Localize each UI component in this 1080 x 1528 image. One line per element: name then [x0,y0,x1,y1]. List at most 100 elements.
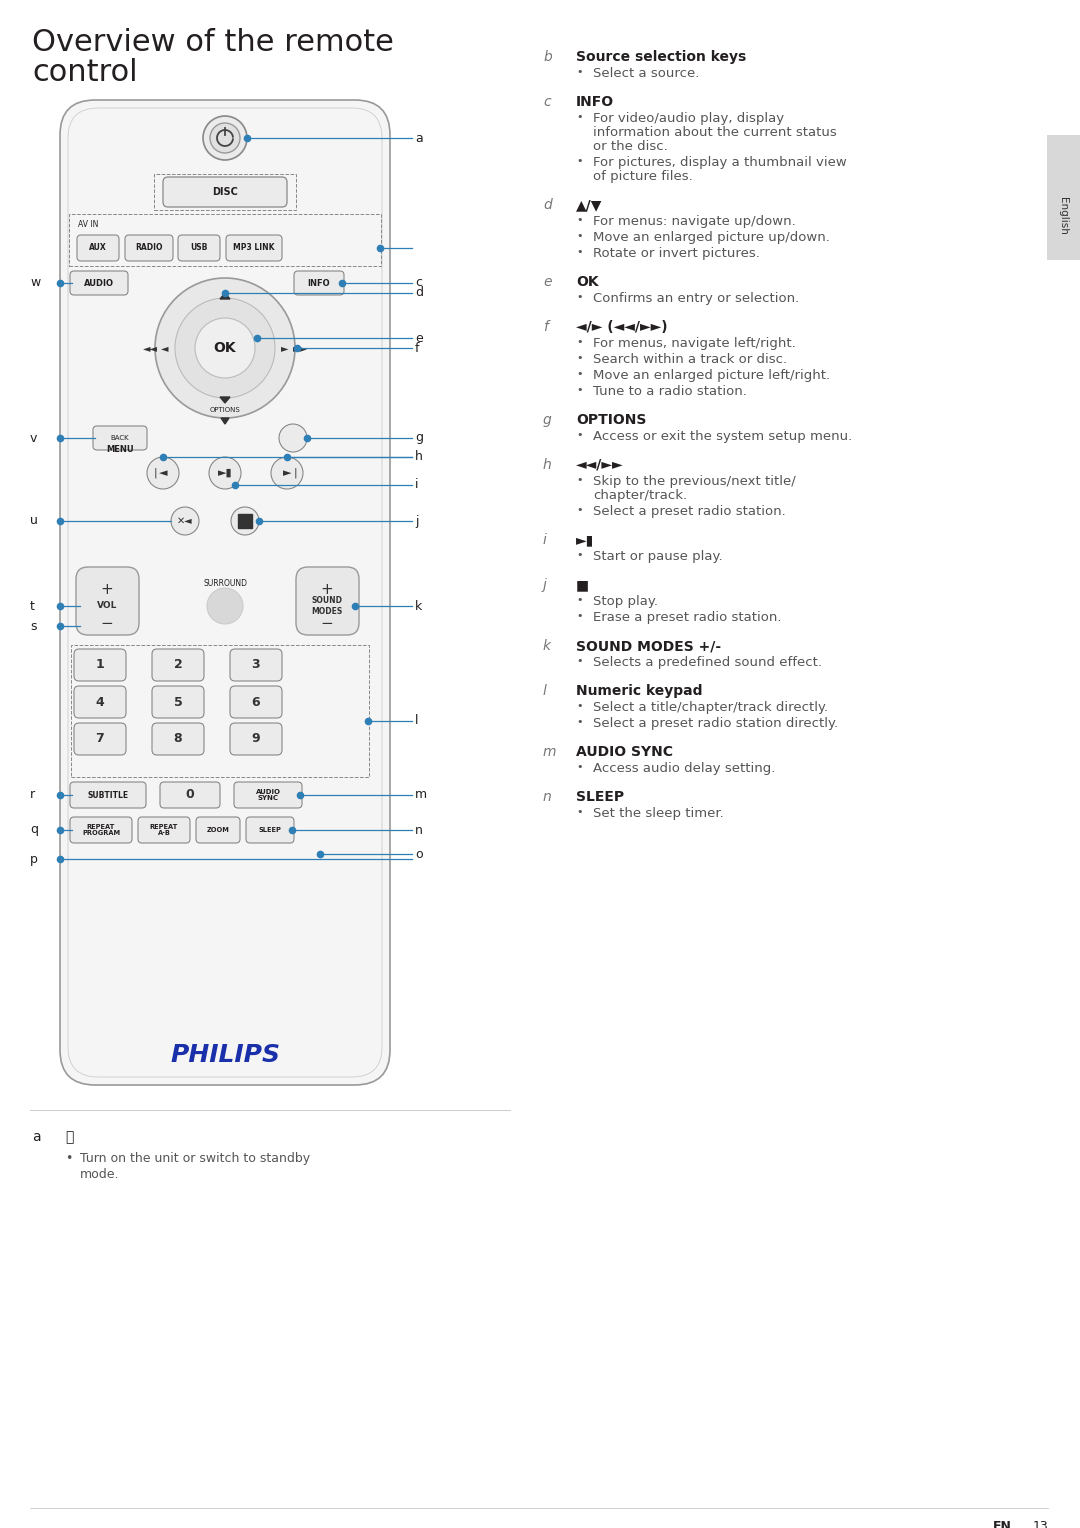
Text: English: English [1058,197,1068,235]
FancyBboxPatch shape [234,782,302,808]
FancyBboxPatch shape [226,235,282,261]
Text: ⏻: ⏻ [65,1131,73,1144]
Text: •: • [576,385,582,396]
FancyBboxPatch shape [160,782,220,808]
FancyBboxPatch shape [75,649,126,681]
Text: •: • [576,353,582,364]
Text: Access audio delay setting.: Access audio delay setting. [593,762,775,775]
Circle shape [271,457,303,489]
FancyBboxPatch shape [163,177,287,206]
Text: −: − [100,616,113,631]
Text: ►: ► [283,468,292,478]
Text: or the disc.: or the disc. [593,141,667,153]
Text: •: • [576,215,582,225]
Text: ◄: ◄ [161,342,168,353]
Text: +: + [100,582,113,596]
FancyBboxPatch shape [195,817,240,843]
Text: SURROUND: SURROUND [203,579,247,588]
Text: REPEAT
A-B: REPEAT A-B [150,824,178,836]
Text: o: o [415,848,422,860]
FancyBboxPatch shape [230,649,282,681]
Text: b: b [543,50,552,64]
Text: Source selection keys: Source selection keys [576,50,746,64]
Text: ◄◄: ◄◄ [143,342,158,353]
Text: p: p [30,853,38,865]
FancyBboxPatch shape [77,235,119,261]
FancyBboxPatch shape [70,817,132,843]
FancyBboxPatch shape [1047,134,1080,260]
Text: Move an enlarged picture left/right.: Move an enlarged picture left/right. [593,368,831,382]
Text: SLEEP: SLEEP [576,790,624,804]
Text: chapter/track.: chapter/track. [593,489,687,503]
Text: AV IN: AV IN [78,220,98,229]
Text: SOUND MODES +/-: SOUND MODES +/- [576,639,721,652]
FancyBboxPatch shape [152,723,204,755]
Text: •: • [576,807,582,817]
Text: •: • [576,594,582,605]
FancyBboxPatch shape [75,723,126,755]
Text: ZOOM: ZOOM [206,827,229,833]
Circle shape [171,507,199,535]
Text: Numeric keypad: Numeric keypad [576,685,702,698]
Text: Start or pause play.: Start or pause play. [593,550,723,562]
Text: •: • [576,248,582,257]
Text: Select a preset radio station.: Select a preset radio station. [593,504,786,518]
Text: ►►: ►► [293,342,308,353]
Polygon shape [221,419,229,423]
Text: •: • [576,475,582,484]
Text: 13: 13 [1032,1520,1049,1528]
Text: q: q [30,824,38,836]
Text: OPTIONS: OPTIONS [210,406,241,413]
Text: f: f [543,319,548,335]
Text: 4: 4 [96,695,105,709]
Text: k: k [543,639,551,652]
Text: Rotate or invert pictures.: Rotate or invert pictures. [593,248,760,260]
Text: Access or exit the system setup menu.: Access or exit the system setup menu. [593,429,852,443]
FancyBboxPatch shape [178,235,220,261]
Text: 8: 8 [174,732,183,746]
FancyBboxPatch shape [125,235,173,261]
Text: r: r [30,788,36,802]
FancyBboxPatch shape [70,782,146,808]
Text: •: • [576,504,582,515]
Text: •: • [576,67,582,76]
Text: •: • [65,1152,72,1164]
Text: |: | [293,468,297,478]
Circle shape [195,318,255,377]
Text: SOUND
MODES: SOUND MODES [311,596,342,616]
FancyBboxPatch shape [138,817,190,843]
Text: h: h [415,451,423,463]
Text: ■: ■ [576,578,589,591]
Text: •: • [576,338,582,347]
Circle shape [210,122,240,153]
Text: SUBTITLE: SUBTITLE [87,790,129,799]
Text: AUDIO SYNC: AUDIO SYNC [576,746,673,759]
Circle shape [175,298,275,397]
Text: Search within a track or disc.: Search within a track or disc. [593,353,787,367]
Text: REPEAT
PROGRAM: REPEAT PROGRAM [82,824,120,836]
Text: •: • [576,292,582,303]
Text: m: m [543,746,556,759]
Text: •: • [576,429,582,440]
Text: INFO: INFO [576,95,615,108]
Text: 6: 6 [252,695,260,709]
Text: AUDIO: AUDIO [84,278,114,287]
Text: k: k [415,599,422,613]
Text: For pictures, display a thumbnail view: For pictures, display a thumbnail view [593,156,847,170]
Text: a: a [32,1131,41,1144]
Text: h: h [543,458,552,472]
Text: Select a preset radio station directly.: Select a preset radio station directly. [593,717,838,730]
Text: Stop play.: Stop play. [593,594,658,608]
Text: i: i [415,478,419,492]
FancyBboxPatch shape [230,723,282,755]
Circle shape [207,588,243,623]
Text: s: s [30,619,37,633]
Text: e: e [543,275,552,289]
Text: Turn on the unit or switch to standby: Turn on the unit or switch to standby [80,1152,310,1164]
Text: −: − [321,616,334,631]
Text: •: • [576,368,582,379]
Text: AUX: AUX [90,243,107,252]
Text: f: f [415,341,419,354]
Text: 5: 5 [174,695,183,709]
Text: ►▮: ►▮ [218,468,232,478]
